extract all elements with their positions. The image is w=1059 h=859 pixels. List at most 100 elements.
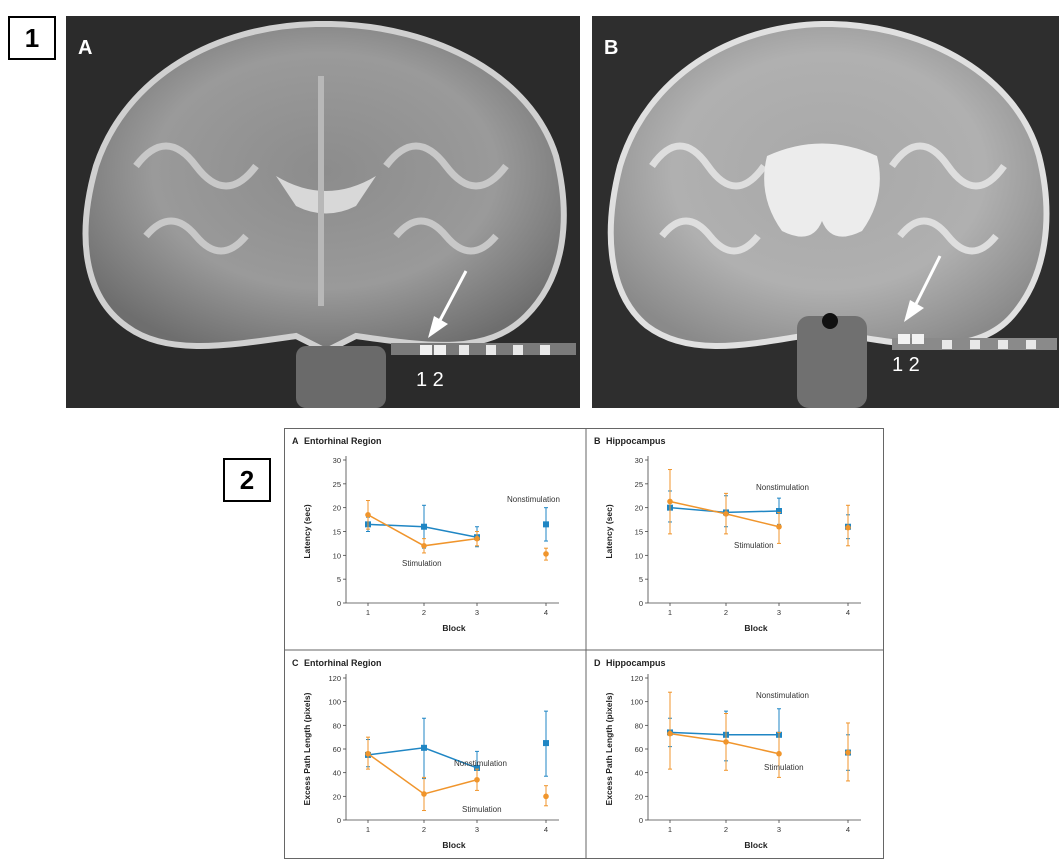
panel-b-stimulation-point [723, 511, 729, 517]
panel-b-y-label: Latency (sec) [604, 504, 614, 558]
panel-c-nonstimulation-point [543, 740, 549, 747]
arrow-icon [428, 270, 468, 338]
panel-c-nonstimulation-point [474, 764, 480, 771]
panel-b-title: Hippocampus [606, 436, 666, 446]
panel-d-stimulation-point [845, 749, 851, 756]
panel-b-x-tick-label: 2 [724, 608, 728, 617]
panel-b-y-tick-label: 0 [639, 599, 643, 608]
panel-c-nonstimulation-label: Nonstimulation [454, 759, 507, 768]
panel-c-title: Entorhinal Region [304, 658, 382, 668]
panel-c-stimulation-point [421, 791, 427, 797]
panel-a-y-tick-label: 20 [333, 504, 341, 513]
panel-a-stimulation-point [543, 551, 549, 557]
panel-c-y-tick-label: 80 [333, 721, 341, 730]
panel-a-y-tick-label: 10 [333, 551, 341, 560]
electrode-contacts-a [391, 343, 576, 355]
panel-c-x-tick-label: 4 [544, 825, 548, 834]
panel-b-y-tick-label: 10 [635, 551, 643, 560]
panel-d-x-label: Block [744, 840, 767, 850]
panel-d-y-label: Excess Path Length (pixels) [604, 692, 614, 805]
panel-d-y-tick-label: 120 [630, 674, 643, 683]
panel-a-nonstimulation-point [543, 521, 549, 528]
panel-c-y-tick-label: 40 [333, 769, 341, 778]
panel-a-y-label: Latency (sec) [302, 504, 312, 558]
panel-c-stimulation-point [543, 793, 549, 800]
panel-c-y-tick-label: 60 [333, 745, 341, 754]
arrow-icon [904, 255, 942, 322]
panel-a-nonstimulation-point [421, 523, 427, 530]
panel-b-x-label: Block [744, 623, 767, 633]
panel-d-letter: D [594, 658, 601, 668]
figure-label-2: 2 [223, 458, 271, 502]
panel-b-x-tick-label: 1 [668, 608, 672, 617]
figure-label-2-text: 2 [239, 464, 255, 495]
panel-d-x-tick-label: 1 [668, 825, 672, 834]
panel-c-stimulation-label: Stimulation [462, 805, 502, 814]
panel-a-stimulation-point [474, 535, 480, 542]
panel-c-x-label: Block [442, 840, 465, 850]
panel-a-letter: A [292, 436, 299, 446]
panel-a-title: Entorhinal Region [304, 436, 382, 446]
panel-d-y-tick-label: 0 [639, 816, 643, 825]
panel-b-letter: B [594, 436, 601, 446]
panel-a-y-tick-label: 0 [337, 599, 341, 608]
figure-frame [284, 428, 884, 859]
panel-a-x-label: Block [442, 623, 465, 633]
mri-a-electrode-numbers: 1 2 [416, 369, 444, 391]
panel-d-nonstimulation-label: Nonstimulation [756, 691, 809, 700]
panel-c-y-tick-label: 120 [328, 674, 341, 683]
electrode-contacts-b [892, 334, 1057, 350]
panel-d-stimulation-point [776, 750, 782, 757]
panel-d-y-tick-label: 40 [635, 769, 643, 778]
panel-a-nonstimulation-label: Nonstimulation [507, 495, 560, 504]
panel-d-stimulation-point [667, 730, 673, 737]
panel-a-stimulation-point [365, 512, 371, 518]
panel-a-stimulation-label: Stimulation [402, 559, 442, 568]
panel-b-stimulation-point [776, 523, 782, 530]
panel-c-nonstimulation-point [421, 744, 427, 751]
panel-d-title: Hippocampus [606, 658, 666, 668]
mri-b-letter: B [604, 37, 618, 59]
panel-d-y-tick-label: 80 [635, 721, 643, 730]
panel-a-y-tick-label: 15 [333, 528, 341, 537]
panel-c-y-tick-label: 100 [328, 698, 341, 707]
panel-a-x-tick-label: 2 [422, 608, 426, 617]
panel-c-letter: C [292, 658, 299, 668]
panel-b-nonstimulation-point [776, 508, 782, 515]
mri-b-electrode-numbers: 1 2 [892, 354, 920, 376]
panel-d-stimulation-label: Stimulation [764, 763, 804, 772]
figure-label-1: 1 [8, 16, 56, 60]
mri-image-a: A 1 2 [66, 16, 580, 408]
panel-b-y-tick-label: 20 [635, 504, 643, 513]
panel-c-x-tick-label: 2 [422, 825, 426, 834]
panel-c-stimulation-point [365, 750, 371, 757]
panel-a-y-tick-label: 5 [337, 575, 341, 584]
panel-a-stimulation-point [421, 543, 427, 549]
figure-label-1-text: 1 [24, 22, 40, 53]
panel-b-x-tick-label: 3 [777, 608, 781, 617]
panel-b-x-tick-label: 4 [846, 608, 850, 617]
panel-c-y-tick-label: 0 [337, 816, 341, 825]
panel-d-x-tick-label: 2 [724, 825, 728, 834]
panel-d-y-tick-label: 100 [630, 698, 643, 707]
panel-c-x-tick-label: 1 [366, 825, 370, 834]
panel-a-x-tick-label: 4 [544, 608, 548, 617]
panel-b-y-tick-label: 25 [635, 480, 643, 489]
panel-b-nonstimulation-label: Nonstimulation [756, 483, 809, 492]
panel-d-x-tick-label: 3 [777, 825, 781, 834]
panel-c-stimulation-point [474, 776, 480, 783]
panel-d-stimulation-point [723, 739, 729, 745]
panel-a-y-tick-label: 30 [333, 456, 341, 465]
panel-b-stimulation-label: Stimulation [734, 541, 774, 550]
panel-a-y-tick-label: 25 [333, 480, 341, 489]
panel-c-y-label: Excess Path Length (pixels) [302, 692, 312, 805]
panel-d-y-tick-label: 60 [635, 745, 643, 754]
panel-a-stimulation-line [367, 514, 478, 547]
panel-c-x-tick-label: 3 [475, 825, 479, 834]
panel-d-x-tick-label: 4 [846, 825, 850, 834]
panel-c-y-tick-label: 20 [333, 792, 341, 801]
panel-b-stimulation-point [667, 498, 673, 505]
panel-b-y-tick-label: 30 [635, 456, 643, 465]
panel-b-y-tick-label: 5 [639, 575, 643, 584]
